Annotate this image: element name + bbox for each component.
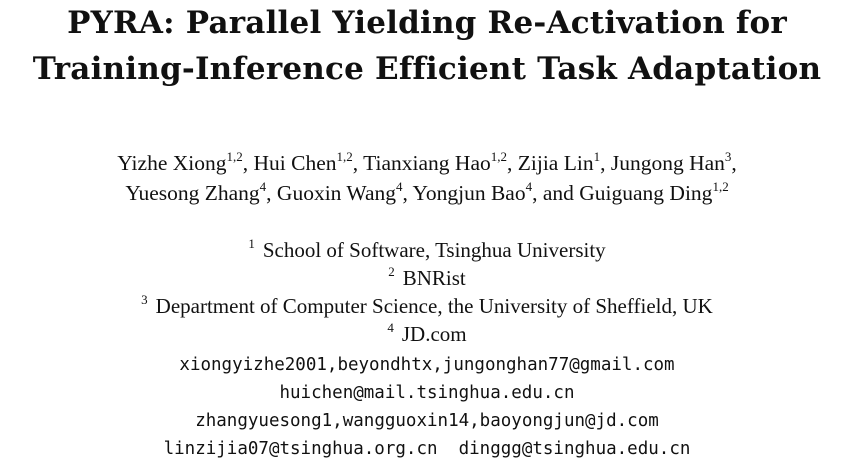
email-line-4: linzijia07@tsinghua.org.cn dinggg@tsingh… xyxy=(163,439,691,459)
affiliation-text: Department of Computer Science, the Univ… xyxy=(155,294,713,318)
author-name: Yongjun Bao xyxy=(412,181,526,205)
email-line-3: zhangyuesong1,wangguoxin14,baoyongjun@jd… xyxy=(195,411,659,431)
affiliation-2: 2 BNRist xyxy=(0,264,854,294)
author-affiliation-mark: 1,2 xyxy=(336,149,353,164)
affiliation-mark: 2 xyxy=(388,264,395,279)
author-name: Jungong Han xyxy=(610,151,725,175)
author-affiliation-mark: 1,2 xyxy=(226,149,243,164)
author: Jungong Han3 xyxy=(610,149,732,175)
author-name: Yuesong Zhang xyxy=(125,181,260,205)
author-line-2: Yuesong Zhang4, Guoxin Wang4, Yongjun Ba… xyxy=(0,179,854,209)
author-affiliation-mark: 1,2 xyxy=(712,179,729,194)
author-separator: , xyxy=(600,151,611,175)
author-affiliation-mark: 3 xyxy=(724,149,732,164)
author: Zijia Lin1 xyxy=(517,149,601,175)
author: Yuesong Zhang4 xyxy=(125,179,267,205)
author-separator: , xyxy=(731,151,737,175)
author-affiliation-mark: 1 xyxy=(593,149,601,164)
author-name: Guoxin Wang xyxy=(276,181,397,205)
author: and Guiguang Ding1,2 xyxy=(542,179,729,205)
author-name: Zijia Lin xyxy=(517,151,594,175)
author-separator: , xyxy=(507,151,518,175)
author: Hui Chen1,2 xyxy=(253,149,353,175)
affiliation-mark: 1 xyxy=(248,236,255,251)
affiliation-3: 3 Department of Computer Science, the Uni… xyxy=(0,292,854,322)
author-affiliation-mark: 4 xyxy=(525,179,533,194)
author-separator: , xyxy=(402,181,413,205)
author: Yongjun Bao4 xyxy=(412,179,533,205)
affiliation-text: JD.com xyxy=(401,322,467,346)
author-affiliation-mark: 4 xyxy=(396,179,403,194)
affiliation-1: 1 School of Software, Tsinghua University xyxy=(0,236,854,266)
affiliation-text: School of Software, Tsinghua University xyxy=(262,238,606,262)
affiliation-mark: 3 xyxy=(141,292,148,307)
author-separator: , xyxy=(532,181,543,205)
author-affiliation-mark: 1,2 xyxy=(490,149,507,164)
author-separator: , xyxy=(352,151,364,175)
author-separator: , xyxy=(242,151,254,175)
affiliation-text: BNRist xyxy=(402,266,466,290)
author-name: Hui Chen xyxy=(253,151,337,175)
author-separator: , xyxy=(266,181,277,205)
author: Guoxin Wang4 xyxy=(276,179,403,205)
email-line-2: huichen@mail.tsinghua.edu.cn xyxy=(279,383,575,403)
author-name: Tianxiang Hao xyxy=(363,151,491,175)
affiliation-mark: 4 xyxy=(387,320,394,335)
email-line-1: xiongyizhe2001,beyondhtx,jungonghan77@gm… xyxy=(179,355,675,375)
paper-title-line-1: PYRA: Parallel Yielding Re-Activation fo… xyxy=(67,5,787,41)
author: Yizhe Xiong1,2 xyxy=(117,149,243,175)
author-name: Yizhe Xiong xyxy=(117,151,227,175)
author: Tianxiang Hao1,2 xyxy=(363,149,507,175)
author-affiliation-mark: 4 xyxy=(259,179,267,194)
affiliation-4: 4 JD.com xyxy=(0,320,854,350)
paper-title-line-2: Training-Inference Efficient Task Adapta… xyxy=(32,51,822,87)
author-line-1: Yizhe Xiong1,2, Hui Chen1,2, Tianxiang H… xyxy=(0,149,854,179)
author-name: and Guiguang Ding xyxy=(542,181,713,205)
